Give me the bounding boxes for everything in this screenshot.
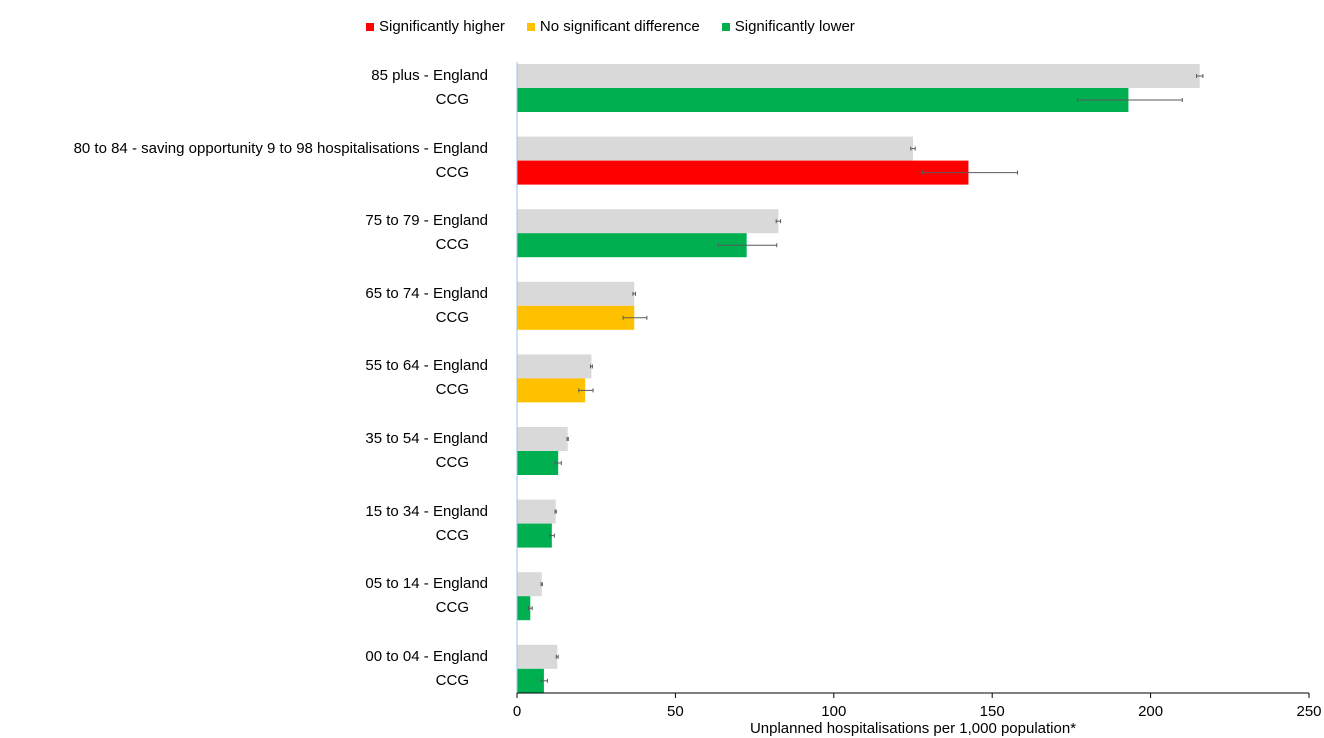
england-bar — [517, 644, 558, 669]
x-tick-label: 0 — [512, 703, 522, 720]
x-axis-title: Unplanned hospitalisations per 1,000 pop… — [749, 720, 1077, 737]
ccg-error-bar — [1077, 98, 1183, 102]
ccg-label: CCG — [435, 91, 469, 108]
category-label: 65 to 74 - England — [365, 284, 488, 302]
category-label: 35 to 54 - England — [365, 430, 488, 447]
england-error-bar — [1196, 74, 1204, 78]
ccg-error-bar — [540, 678, 548, 683]
legend-item-higher: Significantly higher — [366, 18, 505, 35]
ccg-bar — [517, 160, 969, 185]
x-tick-label: 200 — [1138, 703, 1164, 720]
england-error-bar — [555, 654, 559, 659]
england-error-bar — [566, 437, 569, 441]
legend-label-higher: Significantly higher — [379, 18, 505, 35]
category-label: 75 to 79 - England — [365, 212, 488, 230]
legend-label-lower: Significantly lower — [734, 18, 855, 35]
x-tick-label: 100 — [821, 703, 847, 720]
ccg-error-bar — [717, 243, 778, 248]
legend-label-nosig: No significant difference — [539, 18, 700, 35]
x-tick-label: 50 — [667, 703, 684, 720]
ccg-error-bar — [622, 315, 648, 320]
legend-swatch-lower — [721, 22, 730, 31]
ccg-bar — [517, 378, 586, 403]
ccg-bar — [517, 88, 1129, 112]
category-label: 80 to 84 - saving opportunity 9 to 98 ho… — [73, 139, 488, 157]
legend-swatch-nosig — [526, 22, 535, 31]
x-tick-label: 150 — [979, 703, 1005, 720]
england-bar — [517, 281, 635, 306]
x-tick-label: 250 — [1296, 703, 1322, 720]
ccg-bar — [517, 233, 747, 258]
ccg-error-bar — [548, 533, 555, 538]
ccg-bar — [517, 305, 635, 330]
category-label: 55 to 64 - England — [365, 357, 488, 375]
category-label: 15 to 34 - England — [365, 502, 488, 520]
england-bar — [517, 136, 913, 161]
ccg-label: CCG — [435, 671, 469, 689]
category-label: 05 to 14 - England — [365, 575, 488, 593]
england-error-bar — [540, 582, 543, 587]
england-error-bar — [775, 219, 782, 224]
england-bar — [517, 572, 542, 597]
legend-swatch-higher — [366, 22, 374, 31]
category-label: 00 to 04 - England — [365, 647, 488, 665]
england-bar — [517, 354, 592, 379]
ccg-label: CCG — [435, 381, 469, 399]
legend-item-nosig: No significant difference — [526, 18, 700, 35]
england-bar — [517, 64, 1200, 88]
ccg-label: CCG — [435, 308, 469, 326]
england-error-bar — [589, 364, 593, 369]
england-bar — [517, 499, 556, 524]
ccg-bar — [517, 451, 559, 475]
ccg-label: CCG — [435, 236, 469, 254]
england-bar — [517, 427, 568, 451]
chart-legend: Significantly higher No significant diff… — [366, 18, 855, 35]
ccg-label: CCG — [435, 454, 469, 471]
legend-item-lower: Significantly lower — [721, 18, 855, 35]
ccg-bar — [517, 596, 531, 621]
ccg-error-bar — [922, 170, 1019, 175]
ccg-error-bar — [578, 388, 594, 393]
england-error-bar — [910, 146, 916, 151]
ccg-label: CCG — [435, 163, 469, 181]
england-bar — [517, 209, 779, 234]
category-label: 85 plus - England — [371, 67, 488, 84]
ccg-label: CCG — [435, 526, 469, 544]
ccg-label: CCG — [435, 599, 469, 617]
ccg-bar — [517, 668, 544, 693]
ccg-error-bar — [554, 461, 562, 465]
ccg-error-bar — [527, 606, 533, 611]
england-error-bar — [632, 291, 636, 296]
ccg-bar — [517, 523, 552, 548]
england-error-bar — [554, 509, 557, 514]
